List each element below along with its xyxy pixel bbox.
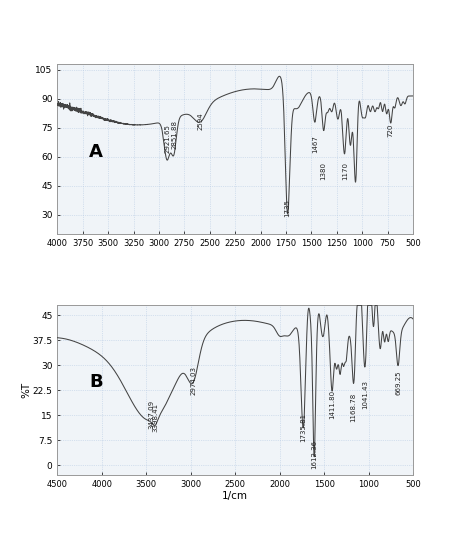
- Text: 1735.81: 1735.81: [300, 413, 306, 442]
- Text: 1041.43: 1041.43: [362, 380, 368, 409]
- Text: 2974.03: 2974.03: [190, 366, 196, 395]
- Text: 1168.78: 1168.78: [351, 392, 357, 422]
- Text: 3398.41: 3398.41: [152, 403, 158, 432]
- Text: 1612.36: 1612.36: [311, 439, 317, 469]
- Text: B: B: [90, 373, 103, 391]
- Text: 3437.09: 3437.09: [149, 399, 155, 429]
- Text: 1735: 1735: [285, 199, 291, 217]
- Text: 2594: 2594: [197, 112, 203, 130]
- Text: 1467: 1467: [312, 135, 318, 153]
- Text: A: A: [90, 144, 103, 161]
- Text: 2851.88: 2851.88: [171, 120, 177, 149]
- Text: 720: 720: [388, 124, 394, 137]
- Text: 1170: 1170: [342, 162, 348, 180]
- Y-axis label: %T: %T: [21, 382, 31, 398]
- X-axis label: 1/cm: 1/cm: [222, 491, 248, 500]
- Text: 2921.65: 2921.65: [164, 124, 170, 153]
- Text: 1411.80: 1411.80: [329, 389, 335, 419]
- Text: 669.25: 669.25: [395, 371, 401, 395]
- Text: 1380: 1380: [321, 162, 327, 180]
